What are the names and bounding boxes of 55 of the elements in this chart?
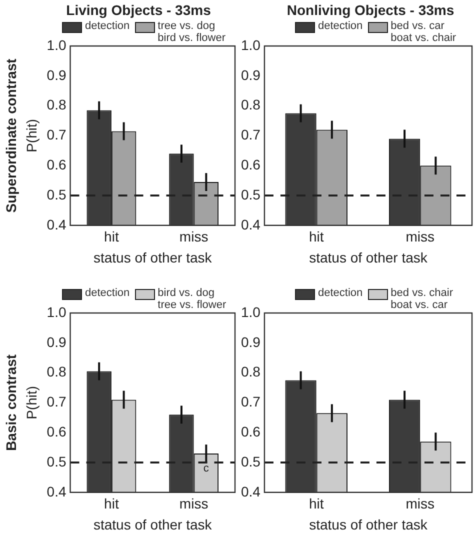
y-tick-label: 0.9 — [46, 66, 66, 83]
y-tick-label: 0.5 — [46, 453, 66, 470]
y-tick-label: 1.0 — [240, 36, 261, 53]
x-axis-title: status of other task — [309, 516, 428, 532]
y-tick-label: 0.6 — [240, 423, 261, 440]
y-tick-label: 0.7 — [240, 126, 261, 143]
legend-label: tree vs. dog bird vs. flower — [158, 20, 227, 44]
legend-label: bed vs. car boat vs. chair — [390, 20, 458, 44]
y-tick-label: 0.6 — [46, 156, 66, 172]
x-axis-title: status of other task — [309, 249, 428, 266]
legend-label: detection — [318, 287, 363, 299]
legend-label: detection — [85, 20, 130, 32]
y-tick-label: 0.8 — [240, 364, 261, 380]
y-tick-label: 0.4 — [240, 216, 261, 232]
y-tick-label: 0.8 — [240, 96, 261, 113]
y-tick-label: 0.9 — [240, 66, 261, 83]
annotation: c — [203, 462, 210, 475]
y-tick-label: 0.5 — [240, 186, 261, 202]
y-axis-title: P(hit) — [23, 386, 40, 420]
y-tick-label: 0.9 — [240, 334, 261, 350]
legend-label: bed vs. chair boat vs. car — [390, 287, 454, 311]
y-tick-label: 0.5 — [46, 186, 66, 202]
x-tick-label: hit — [104, 496, 119, 512]
y-tick-label: 0.8 — [46, 96, 66, 113]
y-tick-label: 0.8 — [46, 364, 66, 380]
y-tick-label: 1.0 — [46, 304, 66, 320]
y-tick-label: 0.7 — [46, 126, 66, 143]
legend-label: detection — [318, 20, 363, 32]
x-tick-label: miss — [179, 496, 208, 512]
text: Basic contrast — [2, 354, 19, 451]
x-tick-label: miss — [406, 496, 435, 512]
x-axis-title: status of other task — [93, 516, 213, 532]
text: Superordinate contrast — [2, 58, 19, 213]
y-axis-title: P(hit) — [23, 118, 40, 152]
x-tick-label: miss — [179, 228, 208, 245]
y-tick-label: 0.4 — [240, 483, 261, 500]
legend-label: detection — [85, 287, 130, 299]
y-tick-label: 0.9 — [46, 334, 66, 350]
x-tick-label: hit — [308, 228, 324, 245]
x-axis-title: status of other task — [93, 249, 213, 266]
chart-title: Nonliving Objects - 33ms — [286, 2, 456, 18]
y-tick-label: 0.4 — [46, 483, 66, 500]
y-tick-label: 0.7 — [240, 394, 261, 410]
y-tick-label: 0.5 — [240, 453, 261, 470]
x-tick-label: hit — [104, 228, 119, 245]
y-tick-label: 0.6 — [46, 423, 66, 440]
y-tick-label: 1.0 — [240, 304, 261, 320]
y-tick-label: 0.6 — [240, 156, 261, 172]
y-tick-label: 0.7 — [46, 394, 66, 410]
legend-label: bird vs. dog tree vs. flower — [158, 287, 228, 311]
y-tick-label: 0.4 — [46, 216, 66, 232]
x-tick-label: hit — [308, 496, 324, 512]
y-tick-label: 1.0 — [46, 36, 66, 53]
x-tick-label: miss — [406, 228, 435, 245]
chart-title: Living Objects - 33ms — [65, 2, 212, 18]
